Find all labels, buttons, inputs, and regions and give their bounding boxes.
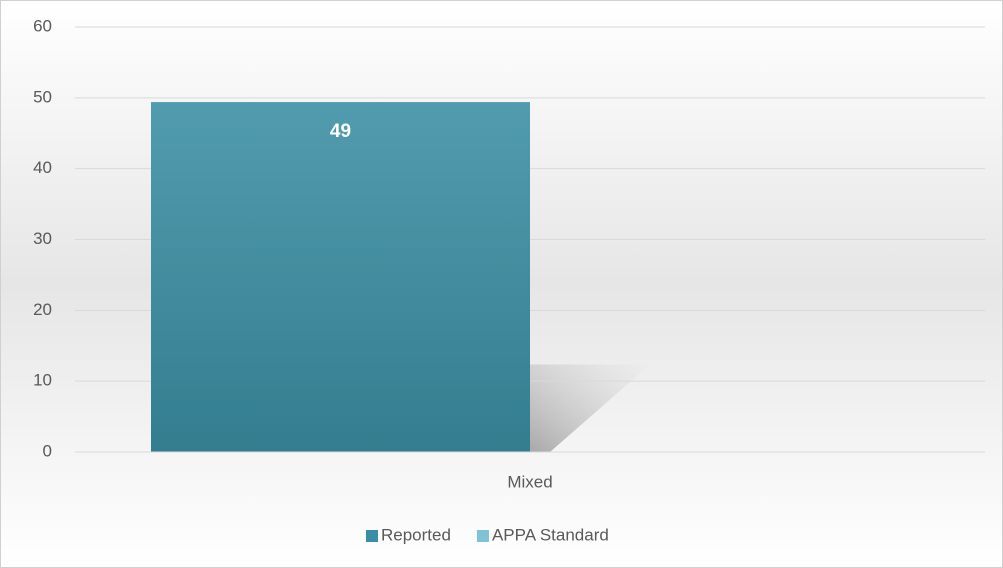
bar-shade: [150, 102, 531, 452]
x-tick-label: Mixed: [507, 472, 552, 491]
y-tick-label: 30: [33, 229, 52, 248]
bar-shadow: [530, 364, 650, 452]
y-tick-label: 40: [33, 158, 52, 177]
legend-swatch: [476, 530, 489, 542]
legend-label: APPA Standard: [492, 525, 609, 544]
y-tick-label: 0: [43, 441, 52, 460]
data-label: 49: [330, 121, 351, 142]
y-tick-label: 50: [33, 87, 52, 106]
y-tick-label: 20: [33, 300, 52, 319]
y-tick-label: 60: [33, 16, 52, 35]
y-tick-label: 10: [33, 371, 52, 390]
legend-swatch: [366, 530, 378, 542]
legend-label: Reported: [381, 525, 451, 544]
